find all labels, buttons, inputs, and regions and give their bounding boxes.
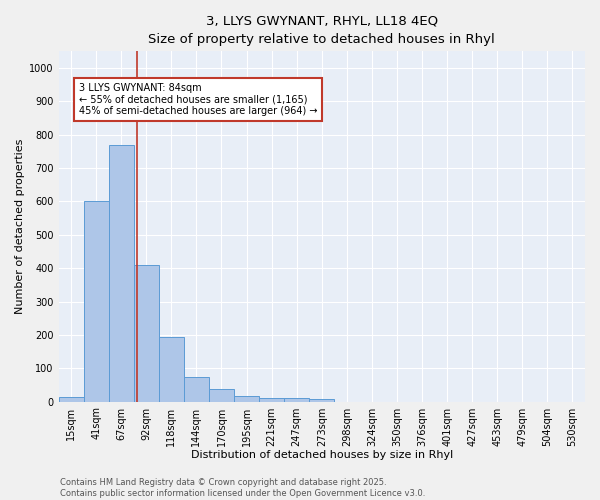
Bar [309, 399, 334, 402]
Bar [134, 265, 159, 402]
Text: 3 LLYS GWYNANT: 84sqm
← 55% of detached houses are smaller (1,165)
45% of semi-d: 3 LLYS GWYNANT: 84sqm ← 55% of detached … [79, 83, 317, 116]
Y-axis label: Number of detached properties: Number of detached properties [15, 139, 25, 314]
Bar [209, 389, 234, 402]
Bar [159, 337, 184, 402]
Bar [284, 398, 309, 402]
Bar [259, 398, 284, 402]
Bar [184, 376, 209, 402]
Bar [83, 202, 109, 402]
Bar [109, 144, 134, 402]
Bar [59, 396, 83, 402]
Bar [234, 396, 259, 402]
Text: Contains HM Land Registry data © Crown copyright and database right 2025.
Contai: Contains HM Land Registry data © Crown c… [60, 478, 425, 498]
Title: 3, LLYS GWYNANT, RHYL, LL18 4EQ
Size of property relative to detached houses in : 3, LLYS GWYNANT, RHYL, LL18 4EQ Size of … [148, 15, 495, 46]
X-axis label: Distribution of detached houses by size in Rhyl: Distribution of detached houses by size … [191, 450, 453, 460]
